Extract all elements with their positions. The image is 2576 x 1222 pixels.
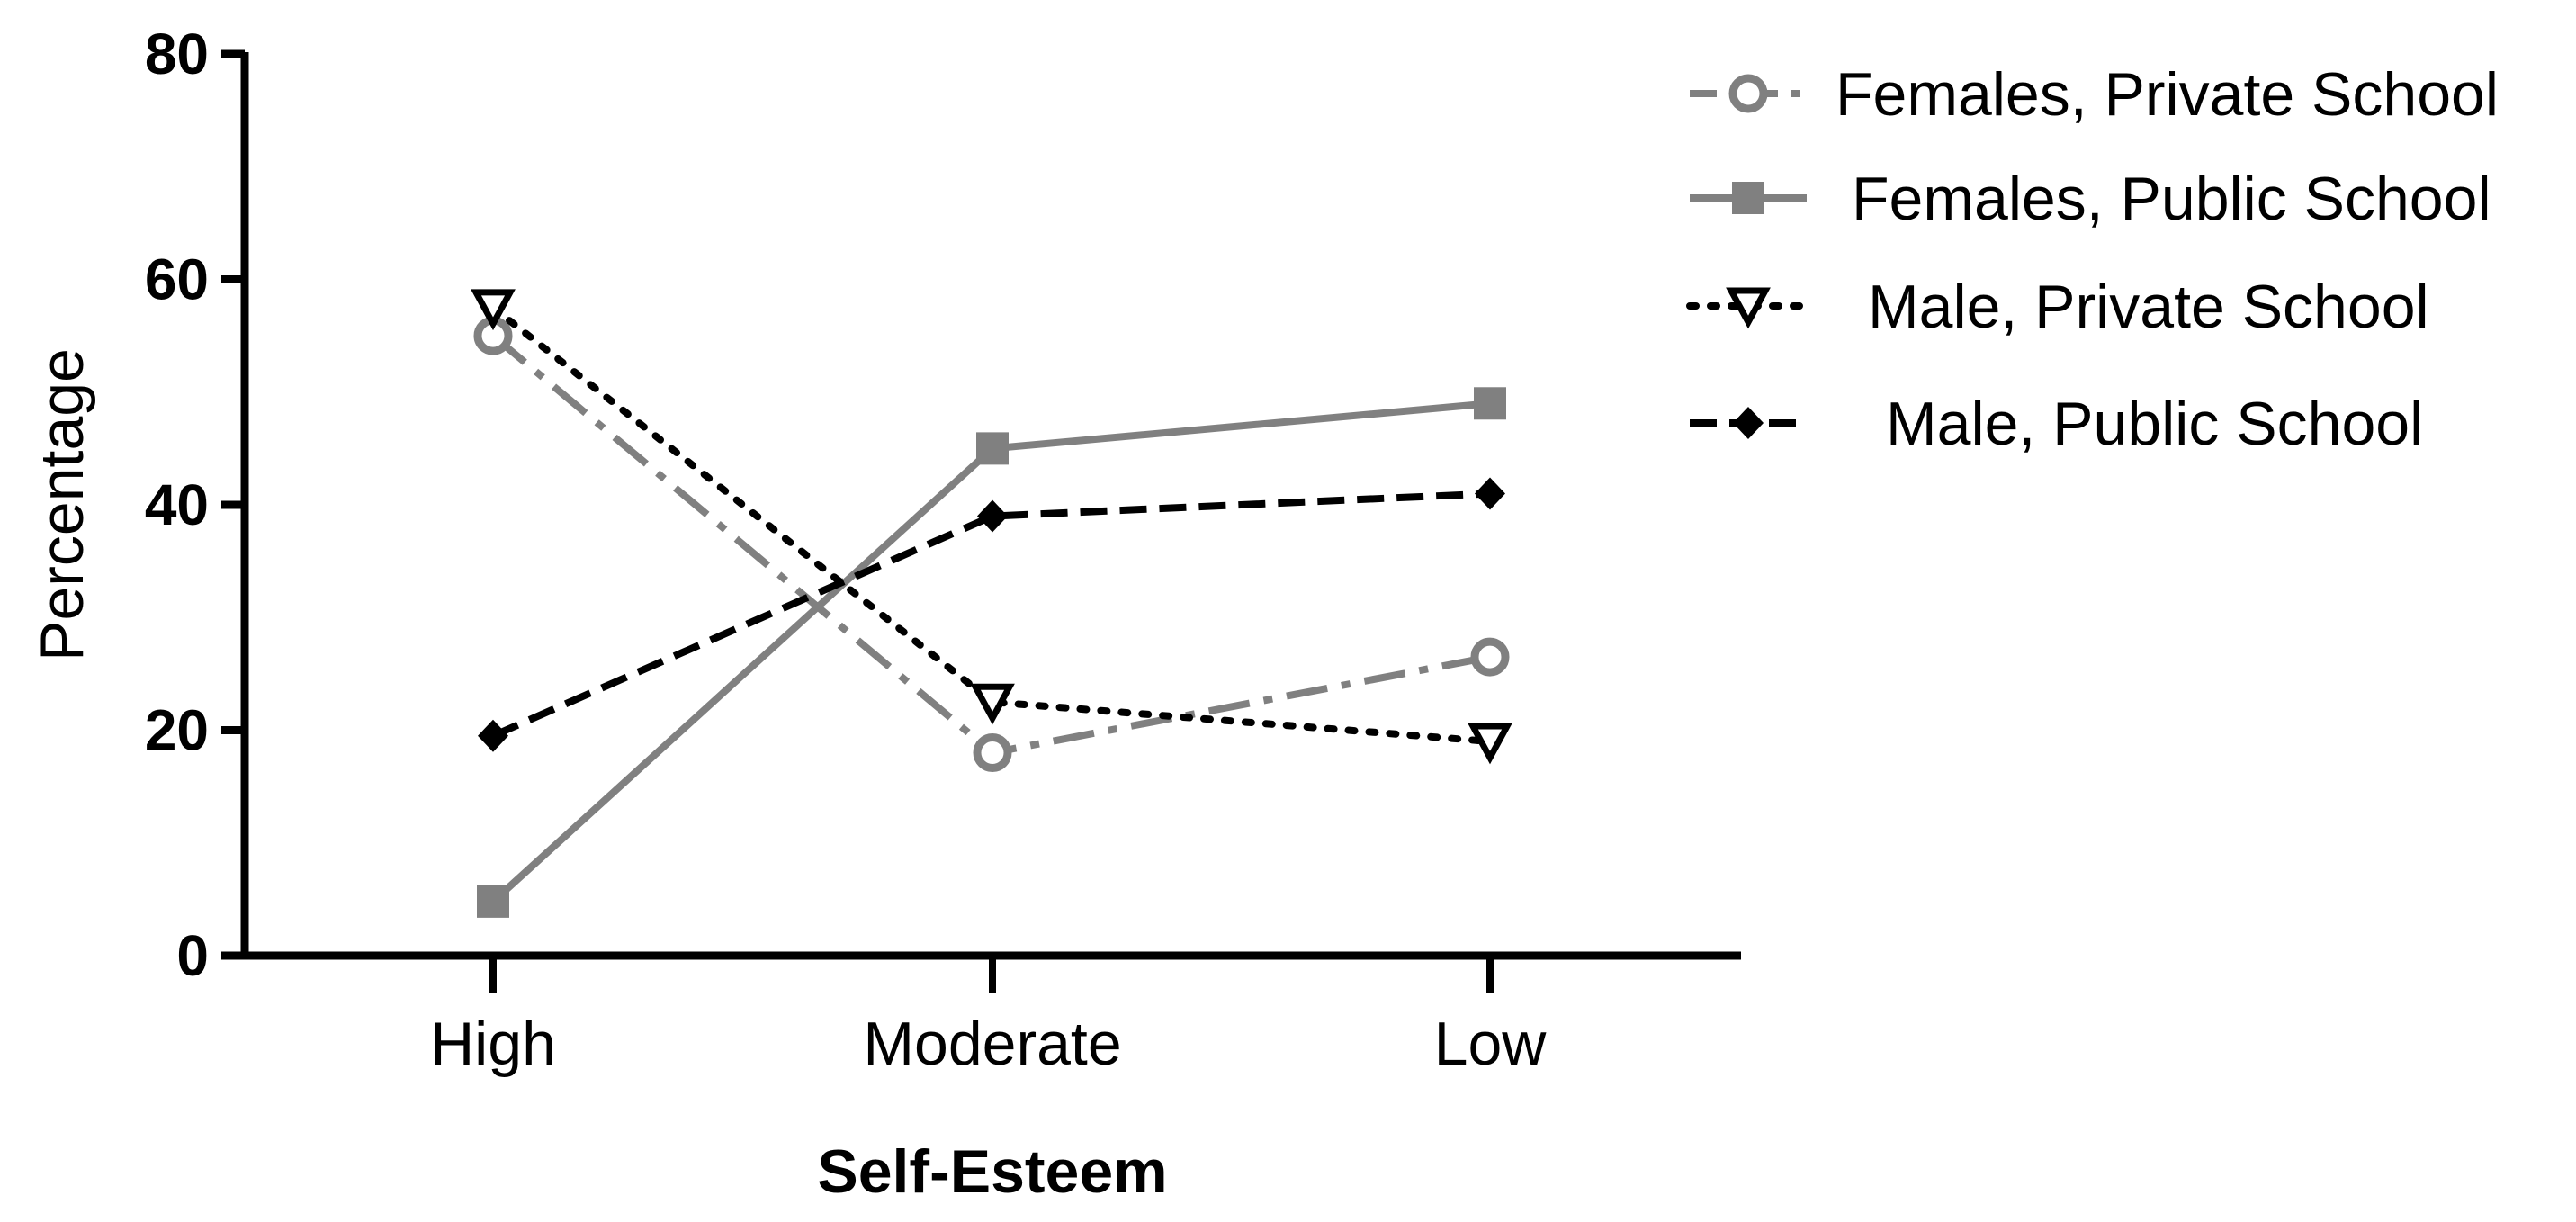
data-point-low: [1470, 637, 1510, 677]
legend-label: Females, Private School: [1836, 60, 2499, 129]
series-line: [490, 400, 1491, 904]
legend-marker: [1732, 182, 1764, 214]
data-point-moderate: [977, 499, 1008, 533]
legend-item-male-private-school: Male, Private School: [1686, 273, 2429, 341]
y-axis-title: Percentage: [28, 348, 96, 661]
data-point-low: [1475, 477, 1505, 510]
legend-label: Females, Public School: [1852, 165, 2491, 233]
series-females-public-school: [477, 387, 1506, 918]
data-point-moderate: [976, 432, 1009, 465]
data-point-low: [1474, 387, 1506, 420]
x-tick-label-moderate: Moderate: [863, 1010, 1121, 1078]
legend-marker: [1728, 74, 1768, 113]
axes: 0 20 40 60 80 High Moderate Low Percentage Self-E…: [28, 22, 1741, 1206]
data-point-low: [1468, 723, 1512, 765]
data-point-high: [471, 289, 516, 331]
legend-item-females-public-school: Females, Public School: [1690, 165, 2491, 233]
legend-item-females-private-school: Females, Private School: [1690, 60, 2499, 129]
series-line: [491, 490, 1491, 740]
y-tick-label: 80: [145, 22, 209, 86]
data-point-moderate: [970, 683, 1015, 725]
legend-marker: [1726, 287, 1771, 329]
legend-label: Male, Private School: [1868, 273, 2429, 341]
data-point-high: [477, 885, 509, 918]
x-tick-label-high: High: [430, 1010, 556, 1078]
series-male-private-school: [471, 289, 1512, 765]
data-point-high: [478, 719, 508, 752]
series-females-private-school: [473, 316, 1510, 773]
series-line: [489, 303, 1494, 746]
legend-marker: [1733, 407, 1764, 439]
series-layer: [471, 289, 1512, 918]
legend-item-male-public-school: Male, Public School: [1690, 390, 2423, 458]
y-tick-label: 0: [176, 923, 209, 988]
legend: Females, Private School Females, Public S…: [1686, 60, 2499, 458]
y-tick-label: 40: [145, 472, 209, 537]
legend-label: Male, Public School: [1886, 390, 2423, 458]
data-point-moderate: [973, 733, 1012, 773]
series-male-public-school: [478, 477, 1505, 752]
x-axis-title: Self-Esteem: [817, 1137, 1167, 1206]
y-tick-label: 20: [145, 698, 209, 763]
y-tick-label: 60: [145, 247, 209, 312]
x-tick-label-low: Low: [1434, 1010, 1548, 1078]
